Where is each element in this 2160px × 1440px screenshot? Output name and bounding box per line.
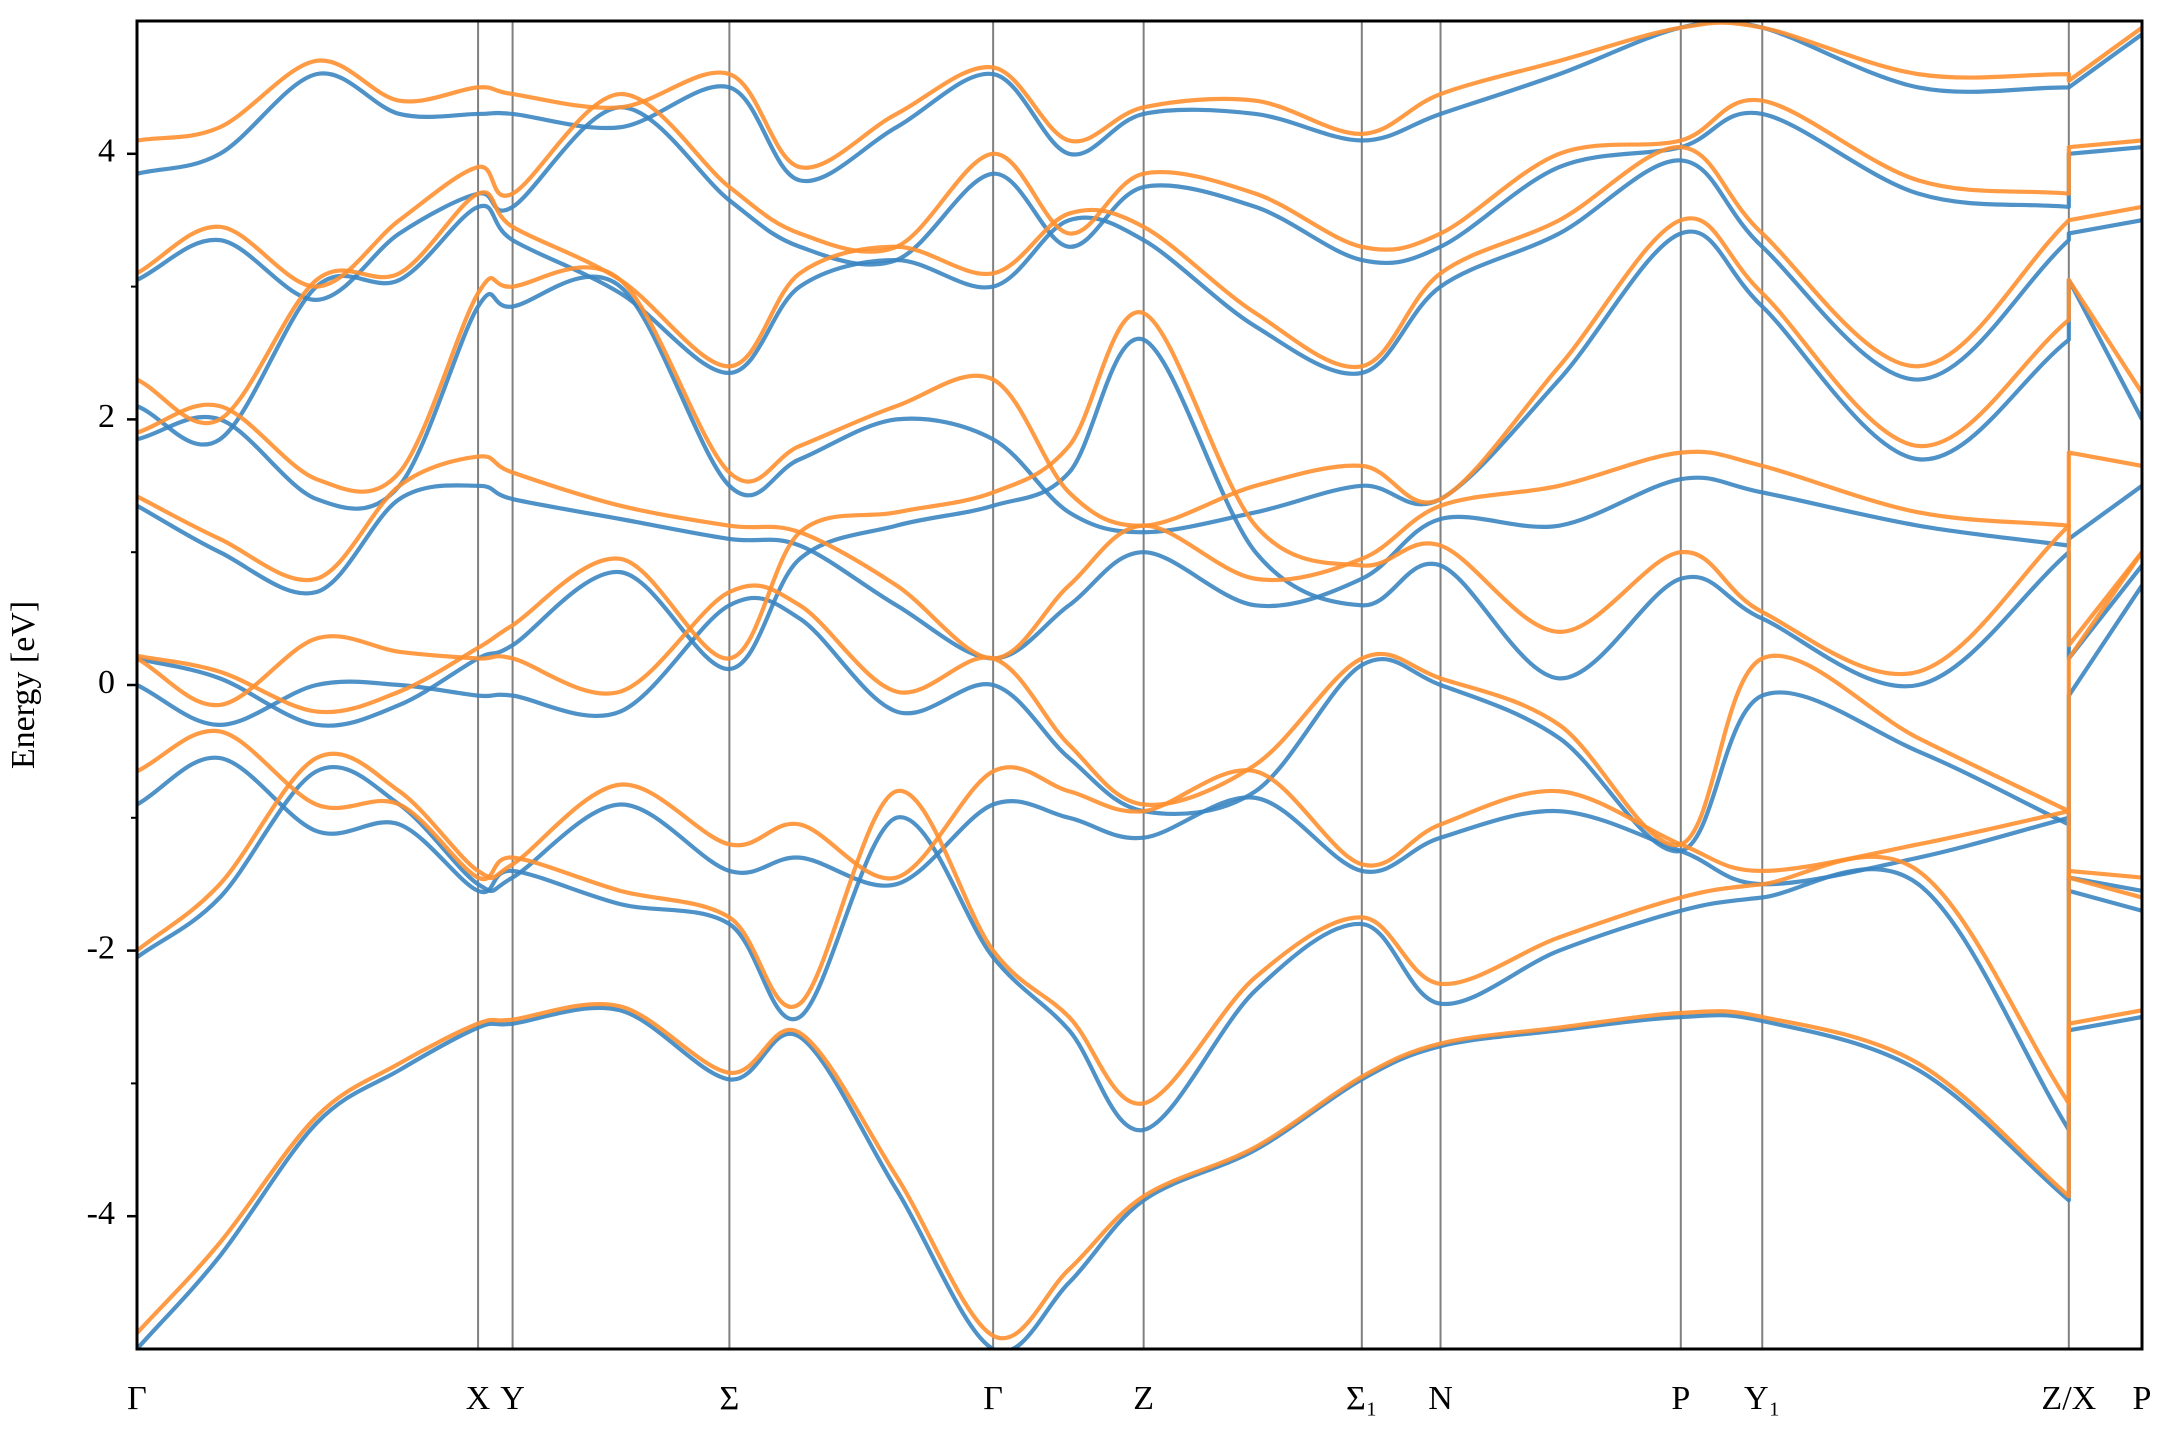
x-tick-label: Γ [127,1380,147,1417]
band-line [137,1005,2142,1349]
bands [137,21,2142,1349]
y-tick-label: 2 [98,398,115,435]
band-line [137,229,2142,535]
x-tick-label: Y [500,1380,525,1417]
band-line [137,584,2142,854]
band-line [137,728,2142,1106]
y-tick-label: -4 [87,1195,115,1232]
y-tick-label: 4 [98,133,115,170]
x-tick-label: Σ [719,1380,739,1417]
band-line [137,764,2142,959]
band-line [137,21,2142,184]
band-line [137,1001,2142,1341]
band-line [137,310,2142,715]
band-line [137,475,2142,661]
band-line [137,158,2142,447]
band-line [137,449,2142,661]
x-tick-label: Z [1133,1380,1154,1417]
band-line [137,751,2142,953]
y-axis-label: Energy [eV] [5,601,42,769]
x-tick-label: X [466,1380,491,1417]
x-tick-label: P [2133,1380,2152,1417]
plot-frame [135,19,2144,1351]
axes: Γ X Y Σ Γ Z Σ₁ N P Y₁ Z/X P -4 -2 0 2 4 [87,19,2152,1417]
x-tick-label: Y₁ [1744,1380,1780,1417]
x-tick-label: P [1671,1380,1690,1417]
band-line [137,105,2142,302]
y-tick-label: -2 [87,929,115,966]
x-tick-label: Σ₁ [1346,1380,1378,1417]
band-line [137,755,2142,1133]
x-tick-label: Z/X [2041,1380,2096,1417]
x-tick-label: N [1428,1380,1453,1417]
y-tick-label: 0 [98,664,115,701]
band-line [137,21,2142,170]
x-tick-label: Γ [983,1380,1003,1417]
band-line [137,91,2142,289]
band-line [137,551,2142,848]
band-line [137,145,2142,426]
band-line [137,216,2142,528]
